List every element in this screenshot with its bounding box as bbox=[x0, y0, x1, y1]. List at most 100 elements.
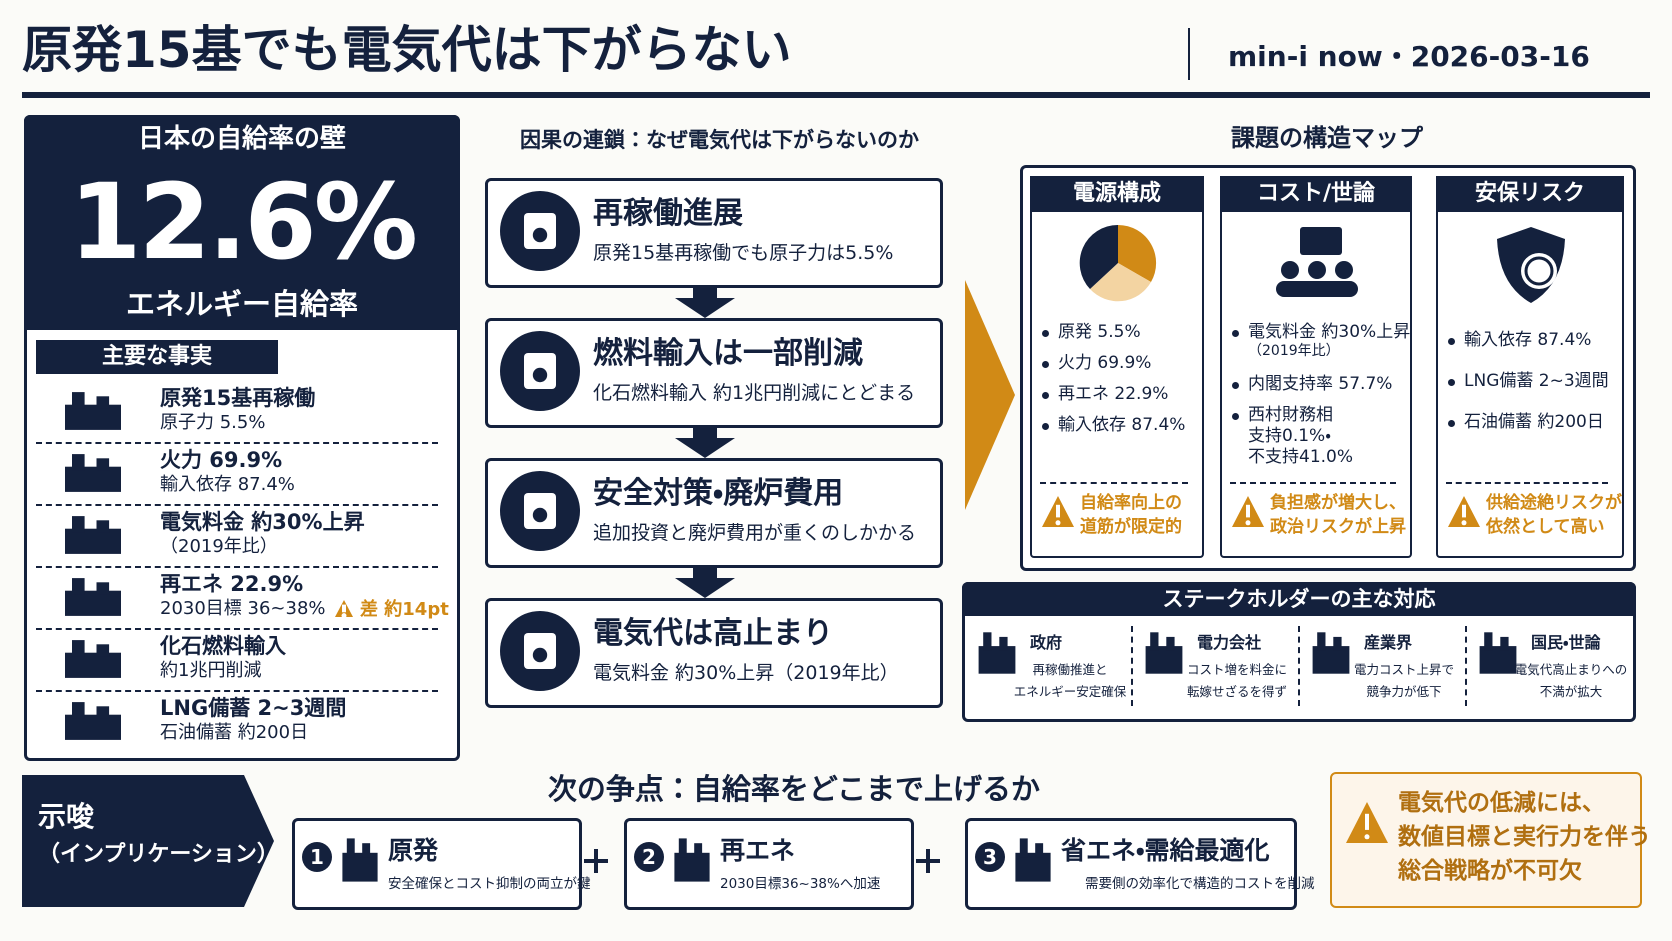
bullet bbox=[1042, 330, 1049, 337]
warning-text: 道筋が限定的 bbox=[1080, 517, 1182, 537]
separator bbox=[1131, 626, 1133, 706]
conclusion-line: 総合戦略が不可欠 bbox=[1398, 858, 1582, 884]
panel-top bbox=[24, 115, 460, 330]
fact-line: 火力 69.9% bbox=[160, 448, 283, 472]
bullet bbox=[1042, 392, 1049, 399]
bullet bbox=[1042, 423, 1049, 430]
implication-text: 示唆 bbox=[38, 800, 95, 833]
fact-line: 輸入依存 87.4% bbox=[160, 474, 295, 495]
icon bbox=[500, 611, 580, 691]
option-number: 2 bbox=[634, 842, 664, 872]
step-title: 電気代は高止まり bbox=[593, 616, 833, 651]
warning-icon bbox=[1042, 496, 1074, 527]
option-title: 再エネ bbox=[720, 836, 796, 865]
fact-line: LNG備蓄 2~3週間 bbox=[160, 696, 347, 720]
icon bbox=[500, 191, 580, 271]
down-arrow bbox=[675, 428, 735, 458]
fact-line: 約1兆円削減 bbox=[160, 660, 262, 681]
header-rule bbox=[22, 92, 1650, 98]
icon bbox=[65, 516, 121, 554]
map-item: 石油備蓄 約200日 bbox=[1464, 412, 1604, 432]
stake-line: 再稼働推進と bbox=[1032, 662, 1108, 677]
plus bbox=[584, 849, 608, 873]
shield-icon bbox=[1497, 227, 1565, 303]
down-arrow bbox=[675, 288, 735, 318]
warning-icon bbox=[1346, 802, 1388, 843]
warning-text: 供給途絶リスクが bbox=[1486, 493, 1622, 513]
option-title: 省エネ・需給最適化 bbox=[1061, 836, 1270, 865]
option-number: 1 bbox=[302, 842, 332, 872]
icon bbox=[65, 392, 121, 430]
option-title: 原発 bbox=[388, 836, 439, 865]
warning-text: 政治リスクが上昇 bbox=[1270, 517, 1406, 537]
bullet bbox=[1448, 338, 1455, 345]
fact-line: 2030目標 36~38% bbox=[160, 598, 326, 619]
separator bbox=[36, 566, 438, 568]
step-desc: 追加投資と廃炉費用が重くのしかかる bbox=[593, 522, 917, 544]
stake-name: 産業界 bbox=[1364, 633, 1413, 652]
separator bbox=[1446, 482, 1608, 484]
fact-note: 差 約14pt bbox=[360, 599, 449, 620]
stake-title: ステークホルダーの主な対応 bbox=[962, 582, 1636, 616]
stake-line: 競争力が低下 bbox=[1366, 684, 1442, 699]
option-desc: 需要側の効率化で構造的コストを削減 bbox=[1085, 876, 1315, 892]
separator bbox=[1465, 626, 1467, 706]
icon bbox=[342, 838, 378, 882]
step-title: 安全対策・廃炉費用 bbox=[593, 476, 844, 511]
facts-title: 主要な事実 bbox=[36, 340, 278, 374]
warning-icon bbox=[1448, 496, 1480, 527]
bullet bbox=[1448, 379, 1455, 386]
icon bbox=[1145, 632, 1183, 674]
option-desc: 2030目標36~38%へ加速 bbox=[720, 876, 881, 892]
pie-icon bbox=[1079, 224, 1157, 302]
separator bbox=[1040, 482, 1188, 484]
stake-line: 転嫁せざるを得ず bbox=[1186, 684, 1287, 699]
icon bbox=[674, 838, 710, 882]
stake-line: エネルギー安定確保 bbox=[1013, 684, 1127, 699]
down-arrow bbox=[675, 568, 735, 598]
map-item: 不支持41.0% bbox=[1248, 447, 1354, 467]
value-label: エネルギー自給率 bbox=[125, 287, 358, 321]
map-item: 西村財務相 bbox=[1248, 405, 1333, 425]
bullet bbox=[1042, 361, 1049, 368]
panel-heading: 日本の自給率の壁 bbox=[137, 124, 346, 154]
warning-text: 負担感が増大し、 bbox=[1270, 493, 1406, 513]
big-value: 12.6% bbox=[69, 161, 418, 283]
step-desc: 原発15基再稼働でも原子力は5.5% bbox=[593, 242, 894, 264]
icon bbox=[1479, 632, 1517, 674]
map-item: 再エネ 22.9% bbox=[1058, 384, 1169, 404]
separator bbox=[36, 690, 438, 692]
bullet bbox=[1232, 382, 1239, 389]
separator bbox=[36, 628, 438, 630]
icon bbox=[65, 454, 121, 492]
fact-line: 石油備蓄 約200日 bbox=[160, 722, 309, 743]
step-desc: 電気料金 約30%上昇（2019年比） bbox=[593, 662, 899, 684]
conclusion-line: 電気代の低減には、 bbox=[1398, 790, 1605, 816]
warning-text: 自給率向上の bbox=[1080, 493, 1182, 513]
fact-line: （2019年比） bbox=[160, 536, 278, 557]
separator bbox=[1230, 482, 1396, 484]
map-item: 輸入依存 87.4% bbox=[1058, 415, 1186, 435]
option-box bbox=[292, 818, 582, 910]
bullet bbox=[1232, 413, 1239, 420]
next-title: 次の争点：自給率をどこまで上げるか bbox=[547, 772, 1041, 806]
plus bbox=[916, 849, 940, 873]
title: 原発15基でも電気代は下がらない bbox=[22, 21, 792, 79]
stake-line: 不満が拡大 bbox=[1539, 684, 1603, 699]
people-icon bbox=[1276, 227, 1358, 297]
bullet bbox=[1232, 330, 1239, 337]
icon bbox=[65, 702, 121, 740]
stake-name: 政府 bbox=[1030, 633, 1063, 652]
stake-name: 国民・世論 bbox=[1531, 633, 1601, 652]
map-item: 輸入依存 87.4% bbox=[1464, 330, 1592, 350]
implication-shape bbox=[22, 775, 274, 907]
warning-icon bbox=[1232, 496, 1264, 527]
step-title: 再稼働進展 bbox=[593, 196, 743, 231]
option-box bbox=[624, 818, 914, 910]
separator bbox=[36, 442, 438, 444]
bullet bbox=[1448, 420, 1455, 427]
map-item: 火力 69.9% bbox=[1058, 353, 1152, 373]
icon bbox=[65, 640, 121, 678]
big-chevron bbox=[965, 280, 1015, 510]
